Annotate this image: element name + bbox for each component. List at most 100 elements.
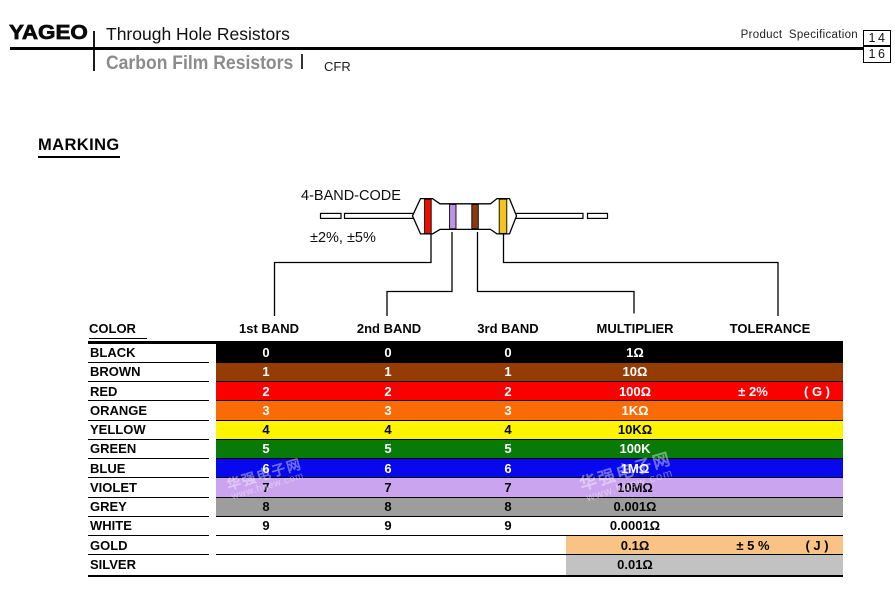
- band-tolerance-icon: [498, 198, 508, 234]
- band-1st-icon: [424, 198, 432, 234]
- row-name: GREEN: [88, 440, 209, 459]
- digit2-cell: 0: [384, 345, 392, 361]
- multiplier-cell: 0.0001Ω: [609, 518, 661, 534]
- tolerance-note: ±2%, ±5%: [310, 230, 376, 246]
- row-name: GOLD: [88, 536, 209, 556]
- digit3-cell: 8: [504, 499, 512, 515]
- digit2-cell: 6: [384, 460, 392, 476]
- section-title: MARKING: [38, 136, 120, 158]
- row-bar: 9 9 9 0.0001Ω: [216, 516, 843, 536]
- digit1-cell: 2: [262, 383, 270, 399]
- row-bar: 4 4 4 10KΩ: [216, 420, 843, 440]
- table-row: BLACK 0 0 0 1Ω: [88, 343, 843, 363]
- tolerance-cell: ± 2%: [738, 383, 768, 399]
- row-name: WHITE: [88, 517, 209, 536]
- color-code-table: BLACK 0 0 0 1Ω BROWN 1 1 1 10Ω RED 2 2 2: [88, 343, 843, 575]
- table-bottom-border: [88, 574, 843, 577]
- digit2-cell: 8: [384, 499, 392, 515]
- digit3-cell: 1: [504, 364, 512, 380]
- digit3-cell: 0: [504, 345, 512, 361]
- connector-lines: [273, 232, 779, 316]
- digit3-cell: 7: [504, 479, 512, 495]
- table-top-border: [88, 340, 843, 344]
- row-name: VIOLET: [88, 478, 209, 498]
- tolerance-code-cell: ( G ): [804, 383, 830, 399]
- digit2-cell: 3: [384, 402, 392, 418]
- resistor-diagram: [273, 197, 779, 316]
- row-name: GREY: [88, 498, 209, 517]
- row-bar: 6 6 6 1MΩ: [216, 459, 843, 479]
- row-name: RED: [88, 382, 209, 402]
- digit3-cell: 2: [504, 383, 512, 399]
- row-bar: 5 5 5 100K: [216, 439, 843, 459]
- row-name: BLACK: [88, 344, 209, 363]
- row-name: BROWN: [88, 363, 209, 382]
- digit1-cell: 8: [262, 499, 270, 515]
- row-bar: 0.01Ω: [216, 555, 843, 575]
- multiplier-cell: 0.1Ω: [620, 537, 650, 553]
- resistor-body: [411, 197, 518, 235]
- multiplier-cell: 1MΩ: [620, 460, 650, 476]
- digit2-cell: 2: [384, 383, 392, 399]
- table-row: WHITE 9 9 9 0.0001Ω: [88, 516, 843, 536]
- resistor-bands: [424, 198, 508, 234]
- table-row: GREEN 5 5 5 100K: [88, 439, 843, 459]
- multiplier-cell: 100K: [619, 441, 651, 457]
- series-code: CFR: [324, 58, 351, 74]
- col-header-color: COLOR: [89, 321, 147, 339]
- digit3-cell: 9: [504, 518, 512, 534]
- col-header-tolerance: TOLERANCE: [729, 321, 811, 336]
- band-3rd-icon: [471, 203, 479, 230]
- digit1-cell: 6: [262, 460, 270, 476]
- digit3-cell: 5: [504, 441, 512, 457]
- row-name: ORANGE: [88, 401, 209, 421]
- page-current: 14: [864, 31, 890, 47]
- table-row: SILVER 0.01Ω: [88, 555, 843, 575]
- row-bar: 7 7 7 10MΩ: [216, 478, 843, 498]
- doc-subtitle: Carbon Film Resistors: [106, 52, 294, 74]
- digit1-cell: 9: [262, 518, 270, 534]
- digit1-cell: 4: [262, 422, 270, 438]
- col-header-multiplier: MULTIPLIER: [596, 321, 674, 336]
- page-total: 16: [868, 47, 888, 62]
- digit3-cell: 3: [504, 402, 512, 418]
- brand-logo: YAGEO: [9, 22, 89, 45]
- table-row: BROWN 1 1 1 10Ω: [88, 362, 843, 382]
- multiplier-cell: 1Ω: [626, 345, 644, 361]
- tolerance-cell: ± 5 %: [736, 537, 770, 553]
- col-header-band3: 3rd BAND: [477, 321, 539, 336]
- table-row: ORANGE 3 3 3 1KΩ: [88, 401, 843, 421]
- row-bar: 1 1 1 10Ω: [216, 362, 843, 382]
- row-name: SILVER: [90, 557, 136, 573]
- table-row: VIOLET 7 7 7 10MΩ: [88, 478, 843, 498]
- row-bar: 0.1Ω ± 5 % ( J ): [216, 536, 843, 556]
- header-divider-vertical: [93, 31, 95, 71]
- page-indicator: 14 16: [863, 29, 891, 63]
- subtitle-divider-vertical: [301, 54, 303, 69]
- row-bar: 8 8 8 0.001Ω: [216, 497, 843, 517]
- doc-title: Through Hole Resistors: [106, 24, 290, 44]
- table-row: GOLD 0.1Ω ± 5 % ( J ): [88, 536, 843, 556]
- multiplier-cell: 0.001Ω: [613, 499, 657, 515]
- resistor-leads: [319, 212, 609, 219]
- tolerance-code-cell: ( J ): [805, 537, 829, 553]
- digit2-cell: 9: [384, 518, 392, 534]
- band-2nd-icon: [449, 203, 457, 230]
- digit3-cell: 4: [504, 422, 512, 438]
- digit1-cell: 5: [262, 441, 270, 457]
- table-row: GREY 8 8 8 0.001Ω: [88, 497, 843, 517]
- row-bar: 2 2 2 100Ω ± 2% ( G ): [216, 382, 843, 402]
- digit2-cell: 1: [384, 364, 392, 380]
- multiplier-cell: 10KΩ: [617, 422, 653, 438]
- digit2-cell: 4: [384, 422, 392, 438]
- band-code-label: 4-BAND-CODE: [301, 188, 401, 204]
- digit2-cell: 7: [384, 479, 392, 495]
- table-row: RED 2 2 2 100Ω ± 2% ( G ): [88, 382, 843, 402]
- digit1-cell: 1: [262, 364, 270, 380]
- doc-type-label: Product Specification: [740, 29, 858, 41]
- table-row: YELLOW 4 4 4 10KΩ: [88, 420, 843, 440]
- gold-multiplier-bar: [566, 536, 843, 555]
- digit1-cell: 7: [262, 479, 270, 495]
- header-rule: [10, 46, 863, 50]
